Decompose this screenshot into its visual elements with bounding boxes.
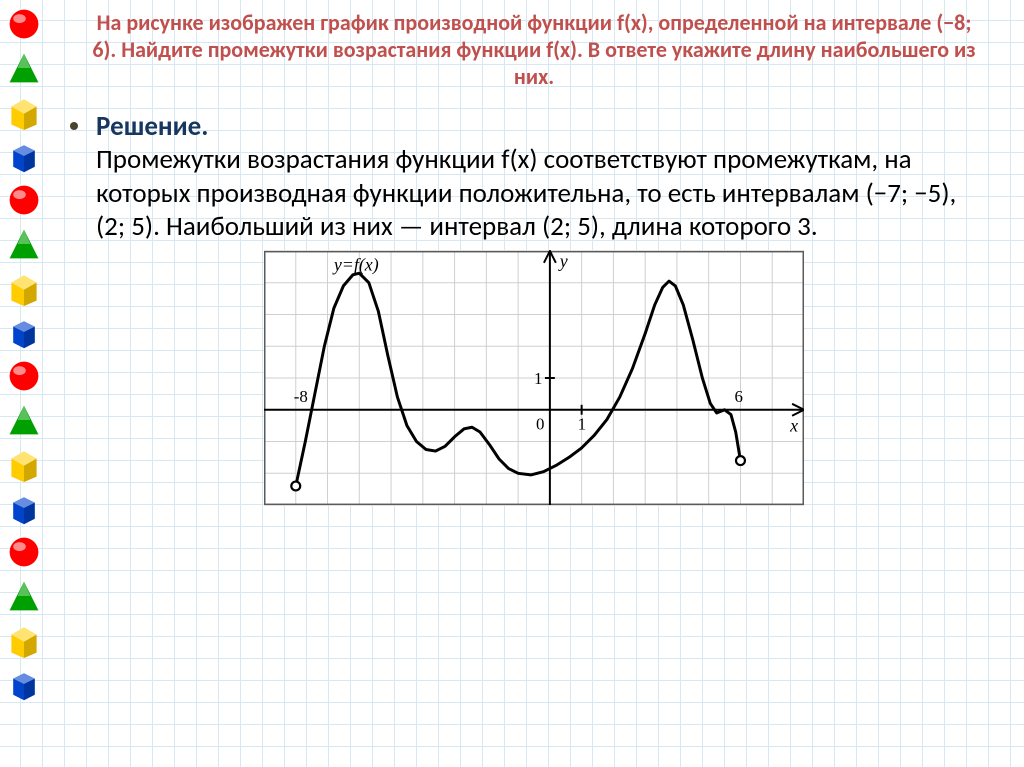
- triangle-icon: [6, 578, 42, 614]
- svg-text:y: y: [558, 251, 568, 271]
- cube-icon: [6, 314, 42, 350]
- derivative-graph: y x y=f(x) 0 1 1 -8 6: [264, 250, 804, 506]
- solution-heading: Решение.: [96, 110, 208, 143]
- solution-bullet-row: Решение. Промежутки возрастания функции …: [96, 110, 984, 243]
- cube-icon: [6, 666, 42, 702]
- svg-text:6: 6: [735, 387, 743, 406]
- triangle-icon: [6, 50, 42, 86]
- chart-container: y x y=f(x) 0 1 1 -8 6: [54, 250, 1014, 506]
- bullet-icon: [70, 122, 78, 130]
- prism-icon: [6, 446, 42, 482]
- svg-text:x: x: [789, 415, 798, 435]
- solution-text: Решение. Промежутки возрастания функции …: [96, 110, 984, 243]
- svg-text:1: 1: [534, 369, 542, 388]
- triangle-icon: [6, 226, 42, 262]
- svg-text:-8: -8: [294, 387, 308, 406]
- solution-body: Промежутки возрастания функции f(x) соот…: [96, 143, 956, 243]
- cube-icon: [6, 138, 42, 174]
- problem-statement: На рисунке изображен график производной …: [54, 10, 1014, 104]
- circle-icon: [6, 534, 42, 570]
- prism-icon: [6, 622, 42, 658]
- triangle-icon: [6, 402, 42, 438]
- solution-block: Решение. Промежутки возрастания функции …: [54, 104, 1014, 243]
- circle-icon: [6, 358, 42, 394]
- prism-icon: [6, 94, 42, 130]
- chart-svg: y x y=f(x) 0 1 1 -8 6: [264, 250, 804, 506]
- svg-text:1: 1: [578, 415, 586, 434]
- problem-text: На рисунке изображен график производной …: [92, 9, 975, 90]
- svg-text:0: 0: [536, 415, 544, 434]
- circle-icon: [6, 182, 42, 218]
- cube-icon: [6, 490, 42, 526]
- prism-icon: [6, 270, 42, 306]
- decorative-shapes-sidebar: [2, 6, 46, 761]
- slide-content: На рисунке изображен график производной …: [54, 10, 1014, 757]
- circle-icon: [6, 6, 42, 42]
- svg-text:y=f(x): y=f(x): [332, 254, 379, 275]
